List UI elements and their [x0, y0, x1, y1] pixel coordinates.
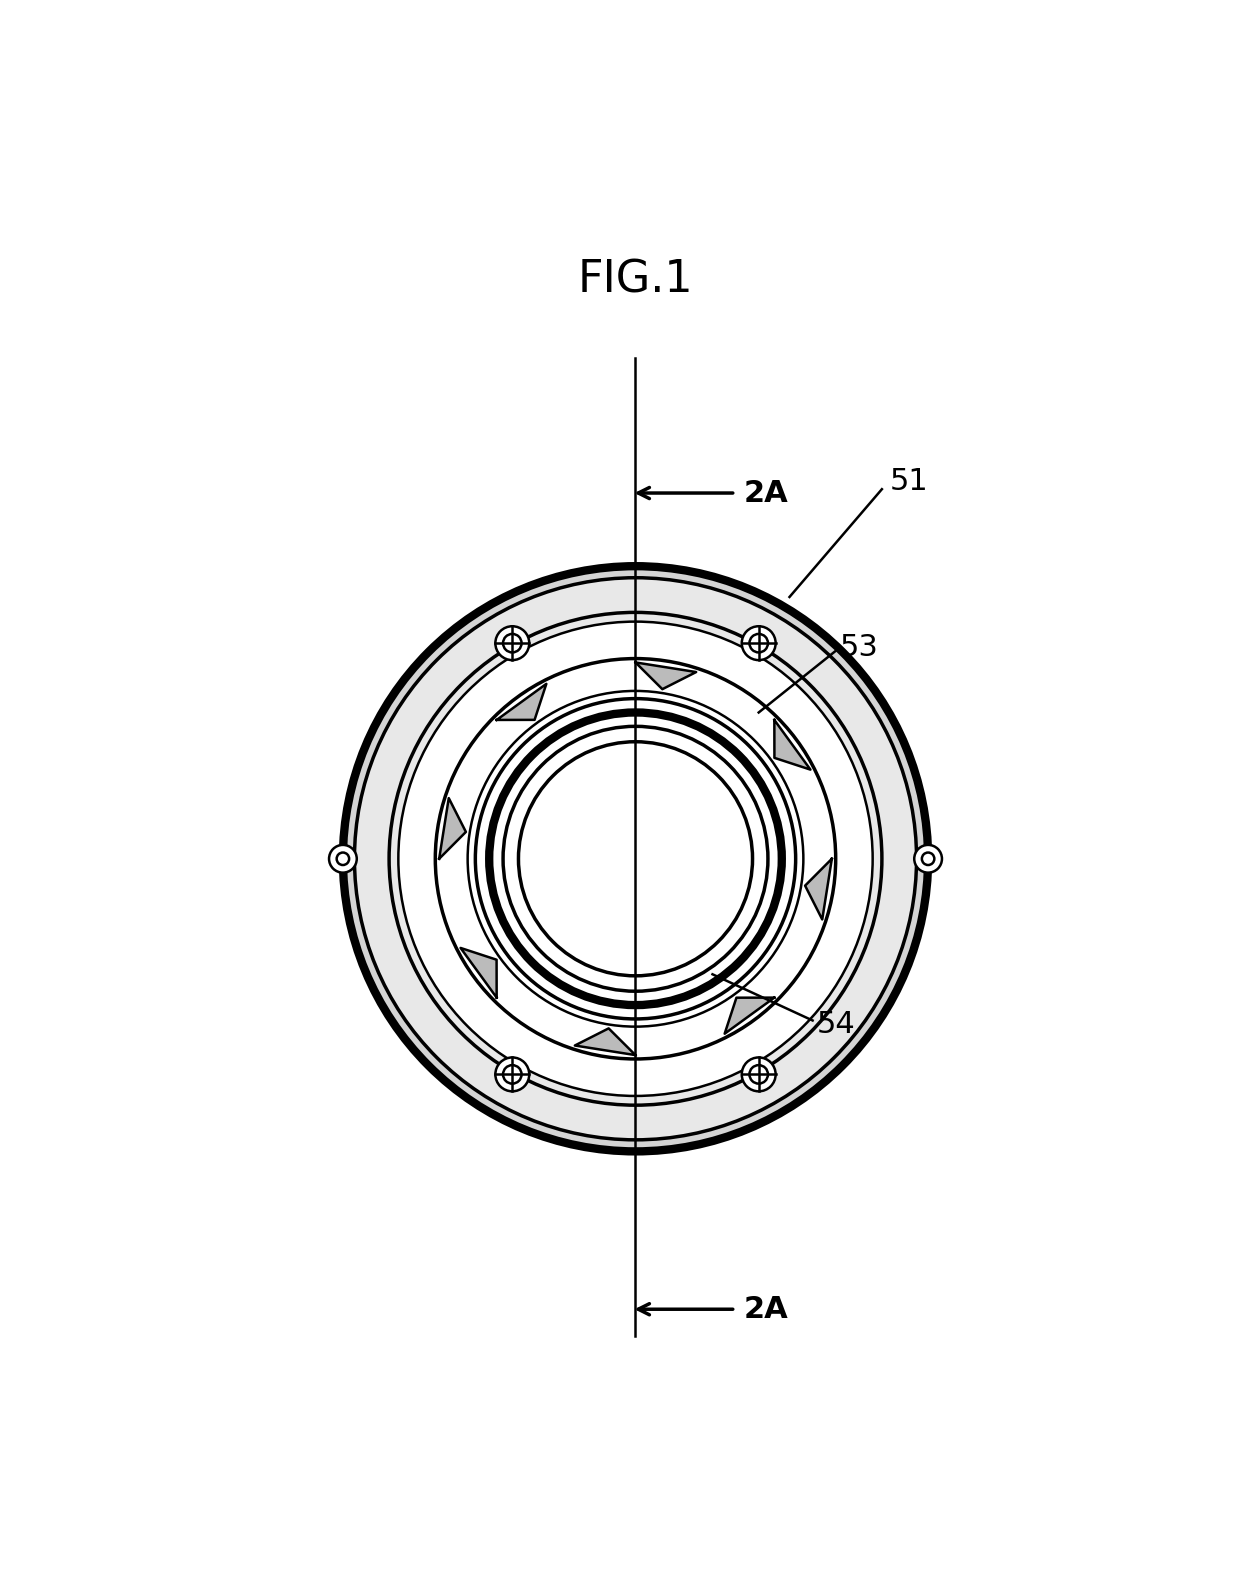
Polygon shape — [805, 859, 832, 919]
Circle shape — [398, 622, 873, 1096]
Text: 53: 53 — [839, 633, 878, 661]
Polygon shape — [774, 719, 811, 770]
Circle shape — [749, 1066, 768, 1083]
Polygon shape — [439, 798, 466, 859]
Text: 2A: 2A — [743, 478, 789, 507]
Circle shape — [343, 567, 928, 1151]
Circle shape — [749, 634, 768, 652]
Circle shape — [518, 741, 753, 976]
Circle shape — [389, 612, 882, 1105]
Circle shape — [742, 1058, 776, 1091]
Circle shape — [495, 1058, 529, 1091]
Circle shape — [337, 853, 350, 866]
Circle shape — [503, 726, 768, 992]
Polygon shape — [575, 1028, 635, 1055]
Circle shape — [355, 578, 916, 1140]
Text: 54: 54 — [816, 1011, 856, 1039]
Polygon shape — [635, 663, 696, 689]
Circle shape — [467, 691, 804, 1026]
Text: 51: 51 — [889, 467, 929, 496]
Circle shape — [503, 1066, 522, 1083]
Circle shape — [490, 713, 781, 1006]
Polygon shape — [724, 998, 774, 1034]
Circle shape — [503, 634, 522, 652]
Circle shape — [329, 845, 357, 872]
Circle shape — [475, 699, 796, 1018]
Text: FIG.1: FIG.1 — [578, 258, 693, 301]
Circle shape — [435, 658, 836, 1059]
Text: 2A: 2A — [743, 1295, 789, 1324]
Circle shape — [742, 626, 776, 660]
Circle shape — [921, 853, 934, 866]
Circle shape — [914, 845, 942, 872]
Polygon shape — [460, 948, 497, 998]
Circle shape — [495, 626, 529, 660]
Polygon shape — [497, 683, 547, 719]
